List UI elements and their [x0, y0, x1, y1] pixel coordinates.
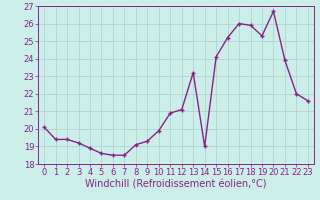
- X-axis label: Windchill (Refroidissement éolien,°C): Windchill (Refroidissement éolien,°C): [85, 180, 267, 190]
